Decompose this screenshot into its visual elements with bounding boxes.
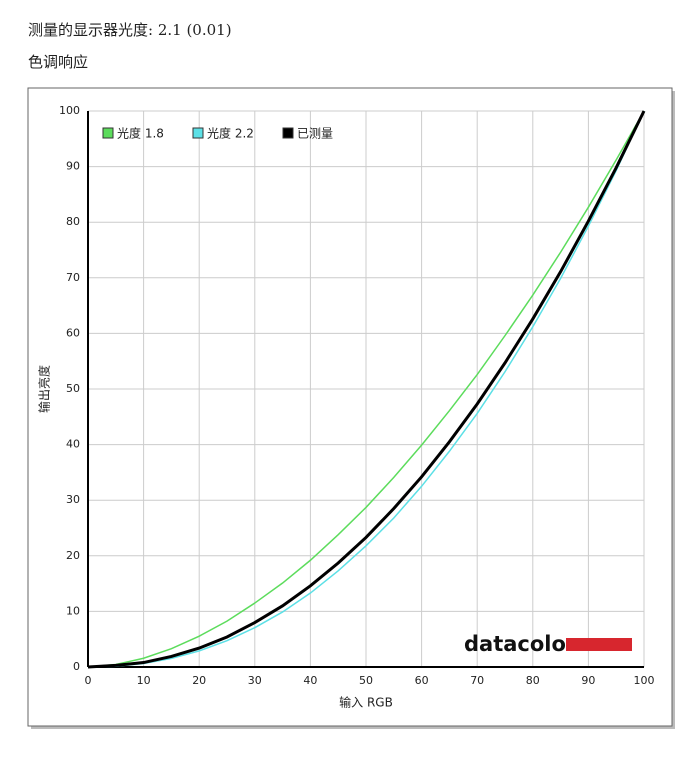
- y-tick-label: 100: [59, 104, 80, 117]
- x-tick-label: 40: [303, 674, 317, 687]
- legend-swatch: [282, 127, 294, 139]
- x-tick-label: 90: [581, 674, 595, 687]
- x-tick-label: 10: [137, 674, 151, 687]
- x-tick-label: 60: [415, 674, 429, 687]
- x-tick-label: 100: [634, 674, 655, 687]
- series-line: [87, 110, 645, 668]
- y-tick-label: 30: [66, 493, 80, 506]
- legend-swatch: [102, 127, 114, 139]
- x-tick-label: 50: [359, 674, 373, 687]
- x-tick-label: 20: [192, 674, 206, 687]
- x-tick-label: 30: [248, 674, 262, 687]
- y-tick-label: 80: [66, 215, 80, 228]
- y-tick-label: 0: [73, 660, 80, 673]
- header-title: 测量的显示器光度: 2.1 (0.01): [28, 21, 232, 39]
- logo-bar: [566, 638, 632, 651]
- x-tick-label: 80: [526, 674, 540, 687]
- series-line: [87, 110, 645, 668]
- legend-label: 光度 1.8: [117, 126, 164, 141]
- x-tick-label: 0: [85, 674, 92, 687]
- y-axis-label: 输出亮度: [37, 365, 52, 413]
- legend-label: 光度 2.2: [207, 126, 254, 141]
- y-tick-label: 50: [66, 382, 80, 395]
- series-line: [87, 110, 646, 669]
- y-tick-label: 40: [66, 438, 80, 451]
- header-subtitle: 色调响应: [28, 53, 88, 71]
- y-tick-label: 90: [66, 160, 80, 173]
- x-axis-label: 输入 RGB: [339, 695, 393, 710]
- y-tick-label: 20: [66, 549, 80, 562]
- x-tick-label: 70: [470, 674, 484, 687]
- legend-label: 已测量: [297, 127, 333, 141]
- logo: datacolor: [464, 632, 577, 656]
- y-tick-label: 10: [66, 604, 80, 617]
- y-tick-label: 60: [66, 326, 80, 339]
- legend-swatch: [192, 127, 204, 139]
- y-tick-label: 70: [66, 271, 80, 284]
